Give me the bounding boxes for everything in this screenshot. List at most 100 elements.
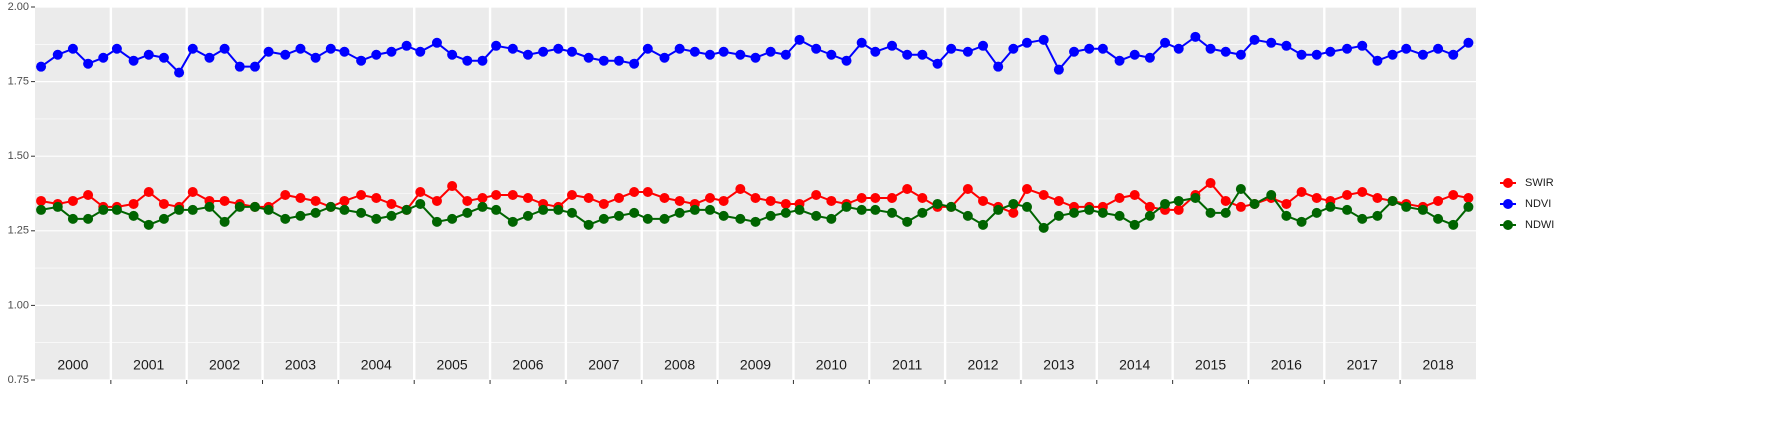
data-point [128, 210, 139, 221]
year-label: 2005 [437, 357, 468, 373]
data-point [735, 49, 746, 60]
data-point [371, 213, 382, 224]
data-point [1008, 198, 1019, 209]
data-point [1311, 192, 1322, 203]
data-point [310, 207, 321, 218]
data-point [1311, 207, 1322, 218]
data-point [1357, 40, 1368, 51]
year-label: 2001 [133, 357, 164, 373]
data-point [249, 201, 260, 212]
data-point [1235, 184, 1246, 195]
data-point [1038, 222, 1049, 233]
data-point [158, 198, 169, 209]
data-point [67, 213, 78, 224]
data-point [36, 61, 47, 72]
data-point [826, 213, 837, 224]
data-point [718, 195, 729, 206]
data-point [1281, 198, 1292, 209]
data-point [583, 192, 594, 203]
data-point [1249, 34, 1260, 45]
year-label: 2004 [361, 357, 392, 373]
data-point [993, 61, 1004, 72]
data-point [356, 207, 367, 218]
data-point [83, 58, 94, 69]
series-ndvi [36, 31, 1474, 78]
data-point [794, 204, 805, 215]
data-point [962, 210, 973, 221]
data-point [219, 216, 230, 227]
data-point [1022, 37, 1033, 48]
data-point [1281, 210, 1292, 221]
data-point [325, 201, 336, 212]
data-point [538, 46, 549, 57]
data-point [735, 213, 746, 224]
data-point [356, 55, 367, 66]
data-point [325, 43, 336, 54]
data-point [158, 52, 169, 63]
data-point [674, 43, 685, 54]
data-point [174, 204, 185, 215]
data-point [704, 192, 715, 203]
data-point [98, 204, 109, 215]
data-point [1190, 31, 1201, 42]
data-point [613, 55, 624, 66]
data-point [280, 49, 291, 60]
data-point [946, 201, 957, 212]
data-point [811, 210, 822, 221]
data-point [841, 55, 852, 66]
data-point [36, 195, 47, 206]
data-point [491, 204, 502, 215]
data-point [1235, 201, 1246, 212]
data-point [1038, 34, 1049, 45]
data-point [946, 43, 957, 54]
data-point [538, 204, 549, 215]
data-point [1114, 55, 1125, 66]
data-point [598, 198, 609, 209]
series-swir [36, 178, 1474, 218]
data-point [491, 40, 502, 51]
year-label: 2009 [740, 357, 771, 373]
data-point [1249, 198, 1260, 209]
data-point [1220, 46, 1231, 57]
data-point [993, 204, 1004, 215]
data-point [704, 204, 715, 215]
y-tick-label: 1.25 [8, 225, 29, 237]
data-point [629, 207, 640, 218]
data-point [1401, 201, 1412, 212]
data-point [1325, 46, 1336, 57]
data-point [280, 189, 291, 200]
data-point [978, 195, 989, 206]
data-point [280, 213, 291, 224]
data-point [932, 58, 943, 69]
data-point [386, 46, 397, 57]
data-point [128, 55, 139, 66]
data-point [566, 207, 577, 218]
data-point [962, 184, 973, 195]
legend-label: SWIR [1525, 177, 1554, 189]
data-point [642, 43, 653, 54]
data-point [780, 198, 791, 209]
data-point [1022, 201, 1033, 212]
data-point [158, 213, 169, 224]
data-point [1296, 216, 1307, 227]
data-point [462, 207, 473, 218]
data-point [83, 213, 94, 224]
data-point [856, 192, 867, 203]
data-point [1387, 49, 1398, 60]
data-point [143, 219, 154, 230]
data-point [1097, 207, 1108, 218]
data-point [917, 207, 928, 218]
data-point [870, 192, 881, 203]
data-point [553, 43, 564, 54]
data-point [887, 40, 898, 51]
data-point [1357, 213, 1368, 224]
data-point [642, 187, 653, 198]
data-point [870, 204, 881, 215]
data-point [826, 49, 837, 60]
data-point [1401, 43, 1412, 54]
data-point [978, 40, 989, 51]
data-point [1114, 192, 1125, 203]
data-point [1357, 187, 1368, 198]
data-point [1372, 192, 1383, 203]
